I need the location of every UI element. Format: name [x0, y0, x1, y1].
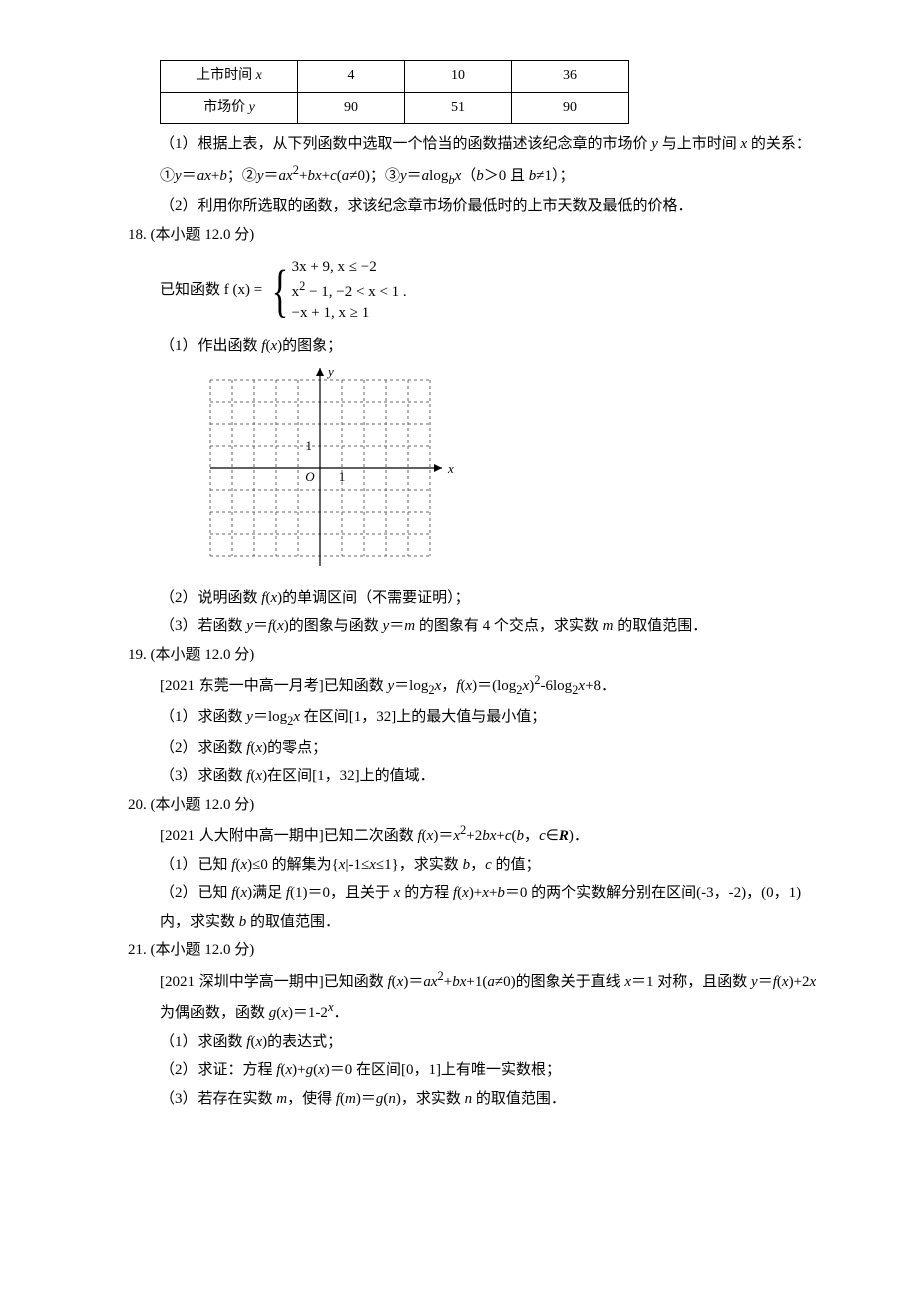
- td: 10: [405, 61, 512, 93]
- q19-points: (本小题 12.0 分): [151, 647, 255, 663]
- q20-sub2: （2）已知 f(x)满足 f(1)＝0，且关于 x 的方程 f(x)+x+b＝0…: [160, 879, 820, 936]
- q18-points: (本小题 12.0 分): [151, 227, 255, 243]
- td: 51: [405, 92, 512, 124]
- td: 90: [298, 92, 405, 124]
- q18-sub2: （2）说明函数 f(x)的单调区间（不需要证明）；: [160, 584, 820, 613]
- svg-text:O: O: [305, 469, 315, 484]
- svg-text:y: y: [326, 365, 334, 379]
- q20-points: (本小题 12.0 分): [151, 797, 255, 813]
- q21-num: 21.: [128, 942, 147, 958]
- brace-icon: {: [272, 262, 289, 320]
- pre-sub1: （1）根据上表，从下列函数中选取一个恰当的函数描述该纪念章的市场价 y 与上市时…: [160, 130, 820, 192]
- piece2: x2 − 1, −2 < x < 1 .: [292, 284, 407, 300]
- q21-sub3: （3）若存在实数 m，使得 f(m)＝g(n)，求实数 n 的取值范围．: [160, 1085, 820, 1114]
- q18-intro: 已知函数: [160, 282, 224, 298]
- piece3: −x + 1, x ≥ 1: [292, 305, 370, 321]
- svg-text:1: 1: [306, 438, 313, 453]
- q18-fx: f (x) =: [224, 282, 262, 298]
- q19-sub1: （1）求函数 y＝log2x 在区间[1，32]上的最大值与最小值；: [160, 703, 820, 734]
- piece1: 3x + 9, x ≤ −2: [292, 259, 377, 275]
- svg-text:1: 1: [339, 469, 346, 484]
- q19-sub2: （2）求函数 f(x)的零点；: [160, 734, 820, 763]
- q18-num: 18.: [128, 227, 147, 243]
- q21-sub2: （2）求证：方程 f(x)+g(x)＝0 在区间[0，1]上有唯一实数根；: [160, 1056, 820, 1085]
- q18-sub1: （1）作出函数 f(x)的图象；: [160, 332, 820, 361]
- pre-sub2: （2）利用你所选取的函数，求该纪念章市场价最低时的上市天数及最低的价格．: [160, 192, 820, 221]
- q20-num: 20.: [128, 797, 147, 813]
- q19-num: 19.: [128, 647, 147, 663]
- piecewise: 3x + 9, x ≤ −2 x2 − 1, −2 < x < 1 . −x +…: [292, 257, 407, 324]
- th-x: 上市时间 x: [161, 61, 298, 93]
- q18-sub3: （3）若函数 y＝f(x)的图象与函数 y＝m 的图象有 4 个交点，求实数 m…: [160, 612, 820, 641]
- svg-text:x: x: [447, 461, 454, 476]
- td: 90: [512, 92, 629, 124]
- q20-intro: [2021 人大附中高一期中]已知二次函数 f(x)＝x2+2bx+c(b，c∈…: [160, 819, 820, 851]
- q21-sub1: （1）求函数 f(x)的表达式；: [160, 1028, 820, 1057]
- td: 4: [298, 61, 405, 93]
- q20-sub1: （1）已知 f(x)≤0 的解集为{x|-1≤x≤1}，求实数 b，c 的值；: [160, 851, 820, 880]
- th-y: 市场价 y: [161, 92, 298, 124]
- q19-intro: [2021 东莞一中高一月考]已知函数 y＝log2x，f(x)＝(log2x)…: [160, 669, 820, 703]
- q21-intro: [2021 深圳中学高一期中]已知函数 f(x)＝ax2+bx+1(a≠0)的图…: [160, 965, 820, 1028]
- q21-points: (本小题 12.0 分): [151, 942, 255, 958]
- coordinate-grid: Ox y 1 1: [190, 365, 455, 576]
- td: 36: [512, 61, 629, 93]
- market-table: 上市时间 x 4 10 36 市场价 y 90 51 90: [160, 60, 629, 124]
- q19-sub3: （3）求函数 f(x)在区间[1，32]上的值域．: [160, 762, 820, 791]
